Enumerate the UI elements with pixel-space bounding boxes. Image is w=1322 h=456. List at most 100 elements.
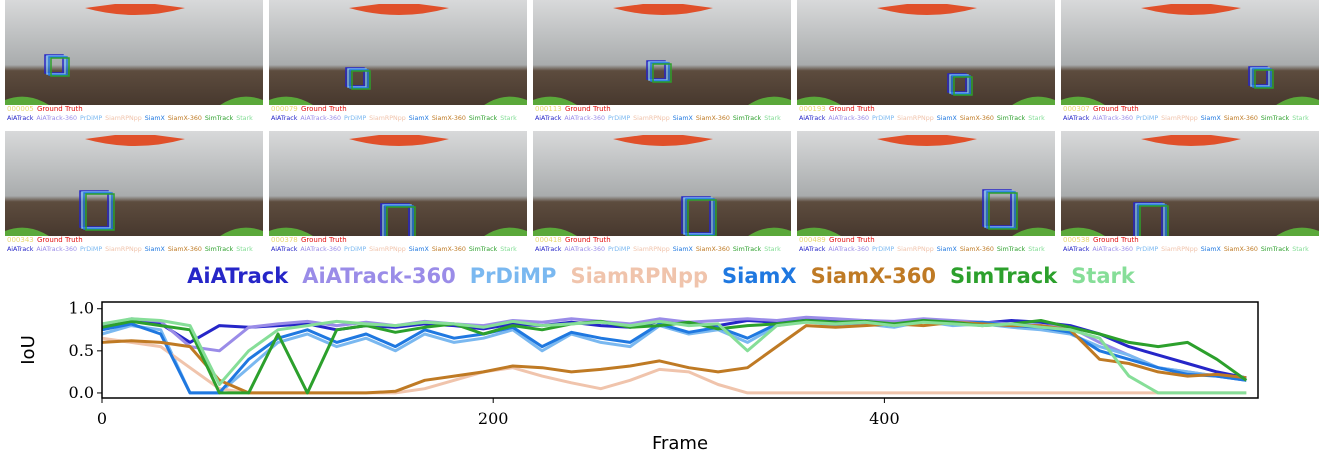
legend-strip	[1061, 236, 1319, 260]
frame-legend-entry: Stark	[764, 246, 781, 253]
legend-strip	[5, 105, 263, 129]
tracker-box	[949, 74, 969, 94]
frame-legend-entry: AiATrack-360	[1092, 246, 1133, 253]
frame-legend-entry: Stark	[236, 246, 253, 253]
frame-legend-entry: SiamX-360	[960, 246, 994, 253]
frame-id: 000005	[7, 105, 34, 113]
frame-legend-entry: SiamX-360	[432, 115, 466, 122]
tracker-box	[984, 190, 1014, 228]
ground-truth-label: Ground Truth	[37, 105, 83, 113]
tracker-box	[345, 67, 365, 87]
tracker-box	[650, 62, 670, 82]
frame-image	[5, 0, 263, 118]
frame-legend-entry: Stark	[1028, 246, 1045, 253]
tracker-box	[1248, 66, 1268, 86]
series-line	[101, 319, 1247, 395]
frame-legend-entry: SiamX	[409, 115, 430, 122]
frame-legend-entry: AiATrack-360	[564, 246, 605, 253]
frame-legend-entry: SimTrack	[997, 115, 1026, 122]
banner	[349, 135, 449, 146]
legend-strip	[533, 105, 791, 129]
frame-legend-entry: SiamX	[673, 115, 694, 122]
tracker-box	[44, 54, 64, 74]
frame-legend-entry: PrDiMP	[608, 115, 630, 122]
ground-truth-label: Ground Truth	[829, 236, 875, 244]
tracker-box	[81, 191, 111, 229]
legend-entry: SiamRPNpp	[570, 264, 708, 288]
frame-legend-entry: PrDiMP	[344, 115, 366, 122]
banner	[613, 135, 713, 146]
legend-entry: Stark	[1071, 264, 1136, 288]
frame-legend-entry: SiamX-360	[432, 246, 466, 253]
frame-legend-entry: SiamX	[673, 246, 694, 253]
frame-legend-entry: AiATrack-360	[300, 115, 341, 122]
frame-legend-entry: AiATrack	[799, 246, 826, 253]
frame-image	[797, 131, 1055, 249]
frame-legend-entry: PrDiMP	[344, 246, 366, 253]
frame-legend-entry: SiamRPNpp	[105, 246, 142, 253]
legend-entry: AiATrack	[187, 264, 289, 288]
frame-legend-entry: Stark	[500, 115, 517, 122]
frame-legend-entry: SiamX	[1201, 246, 1222, 253]
tracker-box	[685, 198, 715, 236]
frame-legend-entry: SimTrack	[1261, 115, 1290, 122]
tracker-box	[50, 57, 70, 77]
frame-legend-entry: SiamRPNpp	[105, 115, 142, 122]
frame-id: 000343	[7, 236, 34, 244]
tracker-box	[986, 191, 1016, 229]
frame-legend-entry: SimTrack	[997, 246, 1026, 253]
frame-legend-entry: SiamRPNpp	[897, 246, 934, 253]
x-tick-label: 0	[97, 409, 107, 428]
tracker-box	[988, 192, 1018, 230]
banner	[877, 135, 977, 146]
frame-legend-entry: AiATrack	[1063, 115, 1090, 122]
tracker-box	[951, 75, 971, 95]
tracker-box	[648, 61, 668, 81]
frame-legend-entry: Stark	[1292, 115, 1309, 122]
tracker-box	[349, 69, 369, 89]
banner	[85, 135, 185, 146]
tracker-box	[83, 192, 113, 230]
frame-legend-entry: SimTrack	[1261, 246, 1290, 253]
tracker-box	[85, 193, 115, 231]
ground-truth-label: Ground Truth	[37, 236, 83, 244]
tracker-box	[681, 196, 711, 234]
frame-legend-entry: AiATrack-360	[564, 115, 605, 122]
frame-legend-entry: AiATrack	[535, 246, 562, 253]
ground-truth-label: Ground Truth	[565, 105, 611, 113]
banner	[877, 4, 977, 15]
banner	[349, 4, 449, 15]
frame-legend-entry: Stark	[500, 246, 517, 253]
ground-truth-label: Ground Truth	[301, 236, 347, 244]
legend-entry: SiamX	[722, 264, 797, 288]
tracker-box	[982, 189, 1012, 227]
frame-legend-entry: SiamRPNpp	[369, 115, 406, 122]
tracker-box	[953, 76, 973, 96]
frame-legend-entry: PrDiMP	[872, 115, 894, 122]
legend-entry: PrDiMP	[470, 264, 557, 288]
legend-strip	[5, 236, 263, 260]
x-axis-label: Frame	[652, 433, 708, 454]
frame-legend-entry: Stark	[236, 115, 253, 122]
tracker-box	[1252, 68, 1272, 88]
frame-legend-entry: AiATrack	[1063, 246, 1090, 253]
frame-legend-entry: SimTrack	[469, 115, 498, 122]
frame-image	[797, 0, 1055, 118]
frame-id: 000378	[271, 236, 298, 244]
tracker-box	[947, 73, 967, 93]
y-tick-label: 0.0	[69, 383, 94, 402]
frame-legend-entry: SiamX	[145, 246, 166, 253]
x-tick-label: 200	[478, 409, 509, 428]
frame-legend-entry: SimTrack	[205, 115, 234, 122]
frame-legend-entry: SimTrack	[205, 246, 234, 253]
tracker-box	[1254, 69, 1274, 89]
frame-legend-entry: AiATrack-360	[36, 115, 77, 122]
tracker-box	[652, 63, 672, 83]
tracker-box	[646, 60, 666, 80]
